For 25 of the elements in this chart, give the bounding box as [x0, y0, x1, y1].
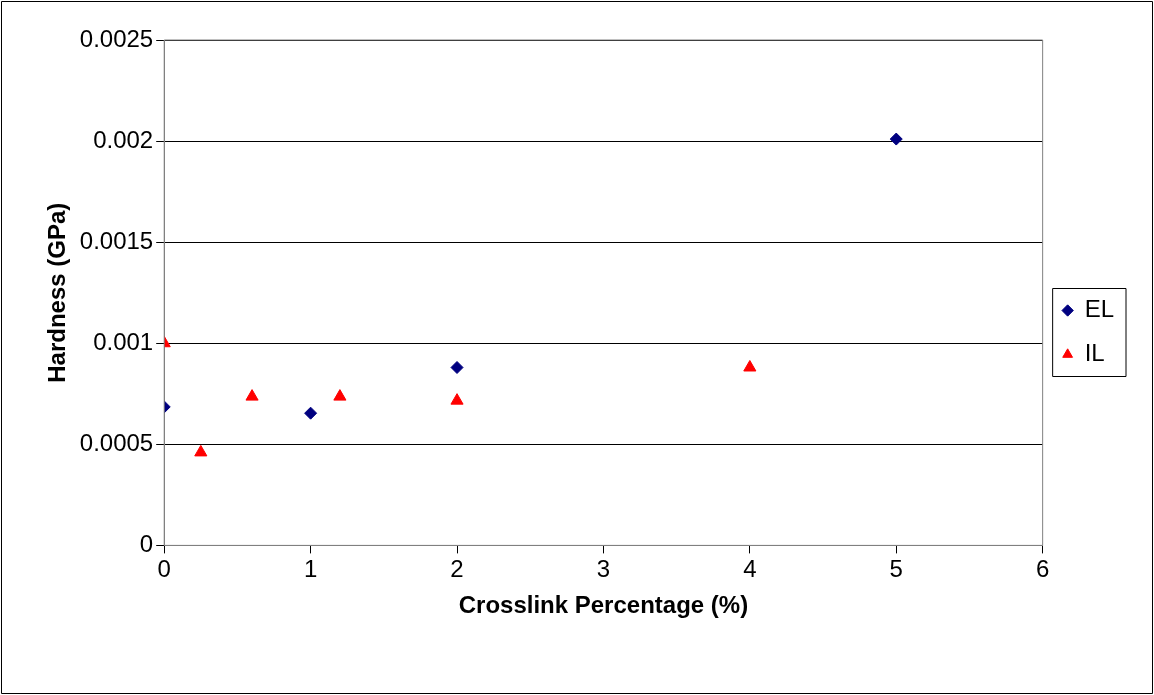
point — [743, 360, 757, 372]
x-axis-title: Crosslink Percentage (%) — [458, 591, 749, 619]
x-tick-label: 3 — [596, 555, 611, 583]
legend-label: EL — [1084, 295, 1114, 323]
y-tick-label: 0.0015 — [79, 226, 154, 254]
y-tick-label: 0.002 — [93, 125, 154, 153]
y-tick-label: 0.0005 — [79, 428, 154, 456]
y-tick-label: 0.001 — [93, 327, 154, 355]
x-tick-label: 2 — [450, 555, 464, 583]
legend-label: IL — [1084, 339, 1105, 367]
x-tick-label: 5 — [889, 555, 903, 583]
point — [194, 444, 208, 457]
x-tick-label: 0 — [157, 555, 171, 583]
point — [450, 361, 464, 374]
y-tick-label: 0.0025 — [79, 24, 154, 52]
point — [889, 132, 903, 146]
point — [450, 393, 464, 405]
point — [304, 406, 318, 420]
y-tick-label: 0 — [139, 530, 154, 558]
y-axis-title: Hardness (GPa) — [43, 202, 71, 383]
point — [333, 389, 347, 401]
point — [245, 389, 259, 401]
x-tick-label: 6 — [1035, 555, 1050, 583]
x-tick-label: 1 — [303, 555, 318, 583]
x-tick-label: 4 — [743, 555, 757, 583]
